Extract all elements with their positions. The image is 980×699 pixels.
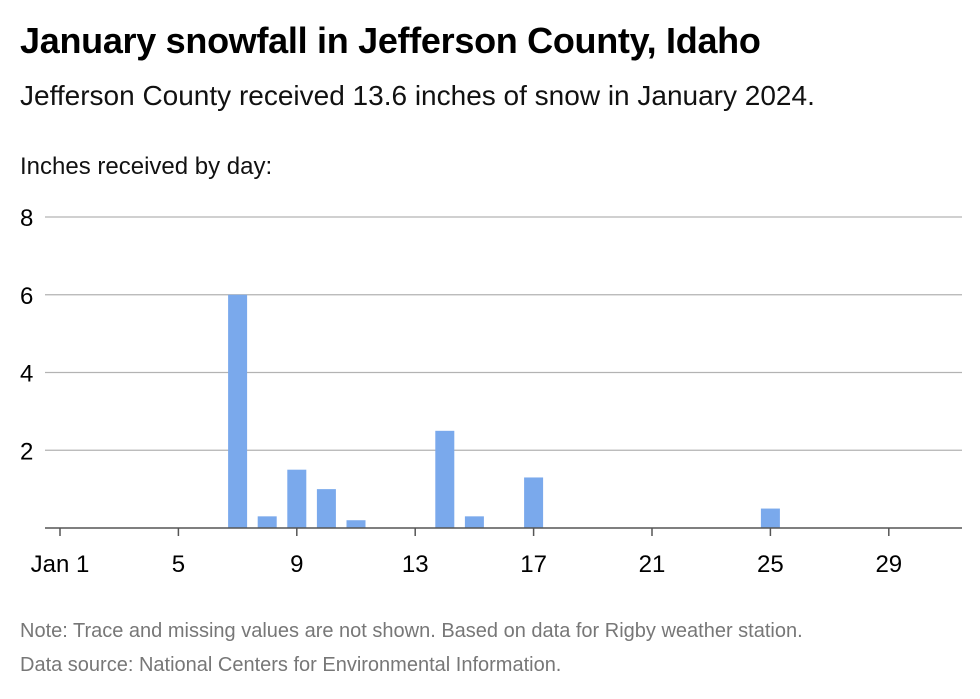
- bar-jan-25: [760, 508, 780, 528]
- y-tick-label-6: 6: [20, 283, 33, 310]
- x-tick-label-21: 21: [639, 551, 666, 578]
- x-tick-label-5: 5: [172, 551, 185, 578]
- bar-jan-14: [435, 430, 455, 528]
- y-axis-label: Inches received by day:: [20, 153, 273, 180]
- footnote-source: Data source: National Centers for Enviro…: [20, 654, 562, 676]
- footnote-note: Note: Trace and missing values are not s…: [20, 620, 803, 642]
- chart-subtitle: Jefferson County received 13.6 inches of…: [20, 80, 815, 111]
- bar-jan-15: [464, 516, 484, 528]
- y-tick-label-8: 8: [20, 205, 33, 232]
- y-tick-label-2: 2: [20, 438, 33, 465]
- x-axis: [45, 527, 962, 536]
- x-tick-label-29: 29: [875, 551, 902, 578]
- x-tick-label-13: 13: [402, 551, 429, 578]
- bar-jan-8: [257, 516, 277, 528]
- bar-jan-9: [287, 469, 307, 528]
- tick-labels: 2 4 6 8 Jan 1 5 9 13 17 21 25 29: [20, 205, 902, 578]
- snowfall-bar-chart: 2 4 6 8 Jan 1 5 9 13 17 21 25 29: [20, 205, 962, 578]
- y-tick-label-4: 4: [20, 361, 33, 388]
- x-tick-label-17: 17: [520, 551, 547, 578]
- bar-jan-7: [228, 294, 248, 528]
- x-tick-label-9: 9: [290, 551, 303, 578]
- gridlines: [45, 216, 962, 451]
- bar-jan-10: [316, 489, 336, 528]
- bars: [228, 294, 780, 528]
- x-tick-label-1: Jan 1: [31, 551, 90, 578]
- bar-jan-17: [524, 477, 544, 528]
- x-tick-label-25: 25: [757, 551, 784, 578]
- bar-jan-11: [346, 520, 366, 528]
- chart-title: January snowfall in Jefferson County, Id…: [20, 20, 761, 61]
